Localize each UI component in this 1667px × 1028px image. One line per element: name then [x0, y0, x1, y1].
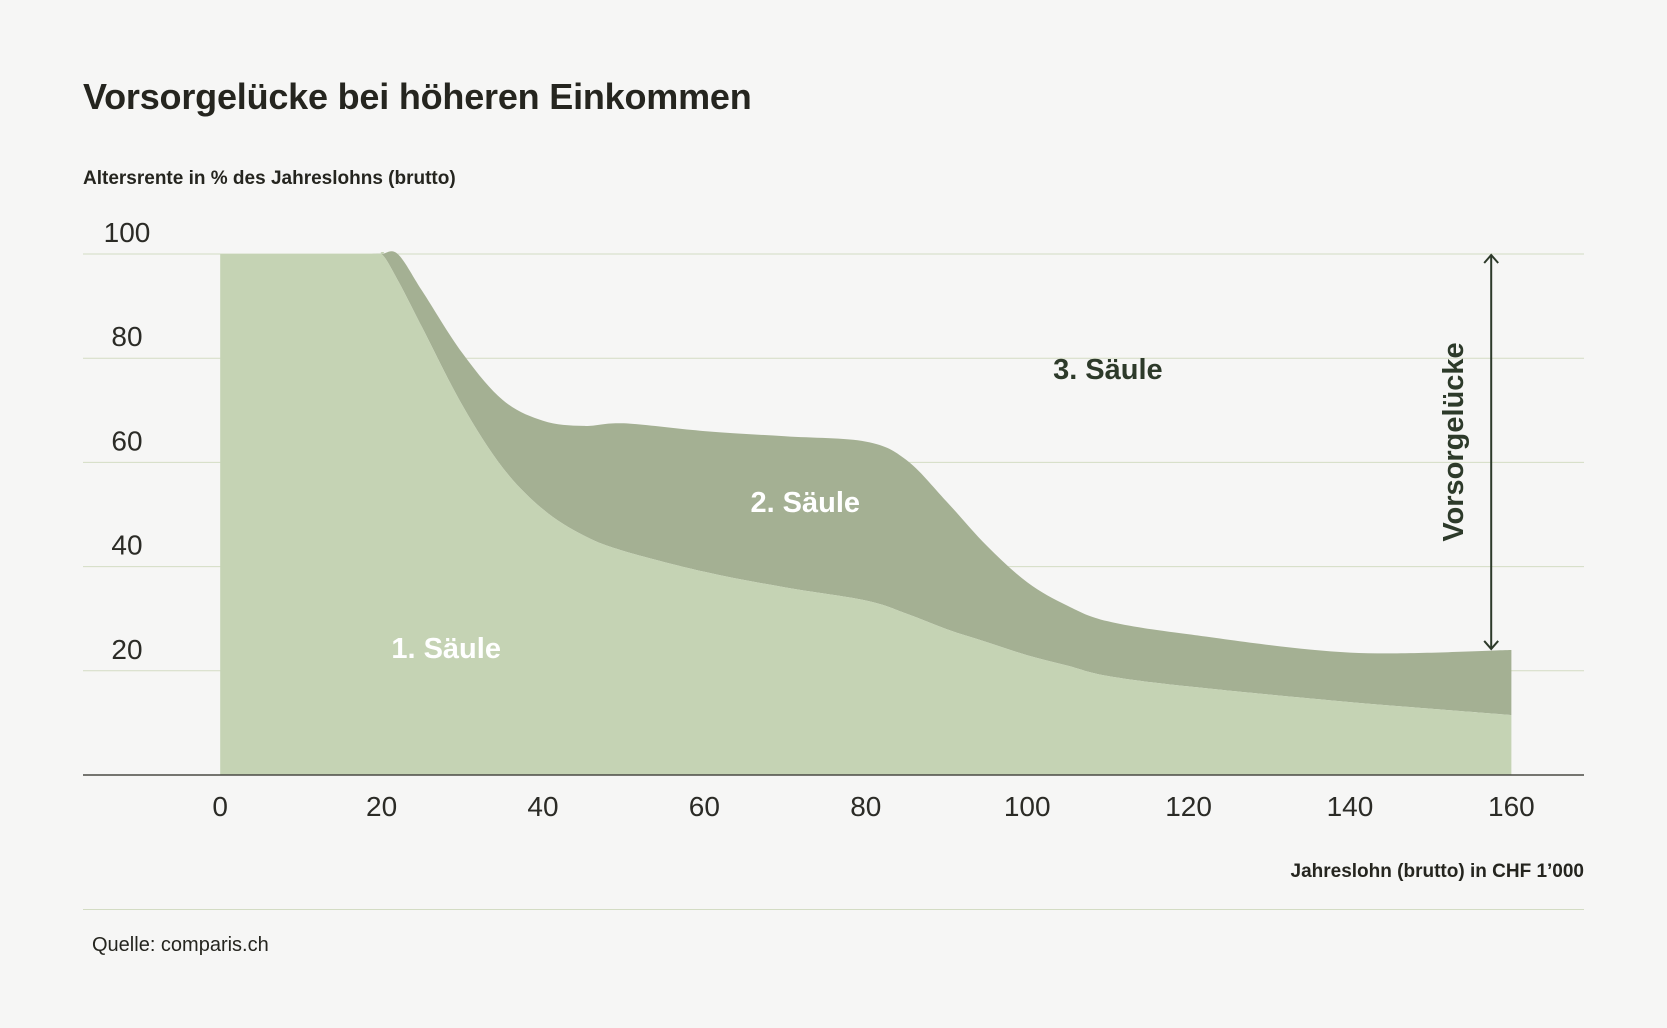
y-tick-label: 20 — [111, 634, 142, 665]
y-tick-label: 40 — [111, 530, 142, 561]
y-tick-label: 100 — [104, 217, 151, 248]
area-saeule-2 — [220, 251, 1512, 716]
x-tick-label: 60 — [689, 791, 720, 822]
x-tick-label: 0 — [212, 791, 228, 822]
x-tick-label: 20 — [366, 791, 397, 822]
x-tick-label: 100 — [1004, 791, 1051, 822]
x-tick-label: 40 — [527, 791, 558, 822]
area-saeule-1 — [220, 252, 1512, 775]
x-tick-label: 160 — [1488, 791, 1535, 822]
series-label-saeule-2: 2. Säule — [750, 487, 860, 519]
footer-divider — [83, 909, 1584, 910]
source-note: Quelle: comparis.ch — [92, 934, 269, 956]
annotation-vorsorgeluecke: Vorsorgelücke — [1438, 342, 1470, 541]
y-tick-label: 80 — [111, 321, 142, 352]
x-tick-label: 140 — [1327, 791, 1374, 822]
x-tick-label: 120 — [1165, 791, 1212, 822]
series-label-saeule-1: 1. Säule — [391, 633, 501, 665]
x-tick-label: 80 — [850, 791, 881, 822]
chart-title: Vorsorgelücke bei höheren Einkommen — [83, 76, 752, 117]
y-axis-label: Altersrente in % des Jahreslohns (brutto… — [83, 168, 456, 189]
gap-arrow-head-bottom — [1483, 640, 1499, 651]
gap-arrow-head-top — [1483, 253, 1499, 264]
y-tick-label: 60 — [111, 425, 142, 456]
x-axis-label: Jahreslohn (brutto) in CHF 1’000 — [1290, 861, 1584, 882]
annotation-saeule-3: 3. Säule — [1053, 354, 1163, 386]
